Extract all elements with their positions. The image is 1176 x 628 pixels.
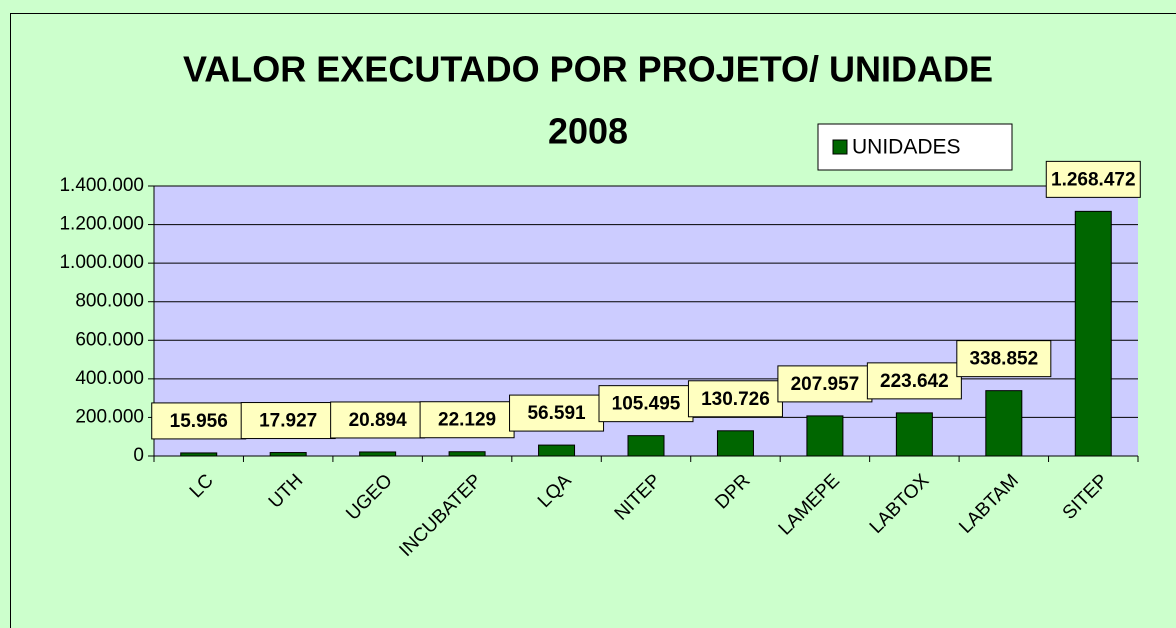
data-label: 207.957 [777,365,873,403]
bar [985,390,1023,457]
chart-title: 2008 [548,111,628,152]
data-label-box [777,365,873,403]
bar [180,452,218,457]
data-label: 130.726 [687,380,783,418]
y-tick-label: 200.000 [75,406,144,427]
data-label-text: 20.894 [349,410,408,431]
y-tick-label: 800.000 [75,291,144,312]
data-label-text: 22.129 [438,410,496,431]
bar [538,444,576,457]
legend-label: UNIDADES [852,136,961,159]
data-label: 17.927 [240,402,336,440]
chart-title: VALOR EXECUTADO POR PROJETO/ UNIDADE [183,49,993,90]
bar [359,451,397,457]
data-label-text: 130.726 [701,389,770,410]
bar [269,452,307,457]
data-label-text: 223.642 [880,371,949,392]
bar [1074,210,1112,457]
data-label-text: 17.927 [259,411,317,432]
data-label: 338.852 [956,340,1052,378]
data-label-box [866,362,962,400]
data-label: 22.129 [419,401,515,439]
y-tick-label: 1.400.000 [59,175,144,196]
data-label-box [1045,160,1141,198]
data-label: 20.894 [330,401,426,439]
y-tick-label: 0 [133,445,144,466]
data-label-box [330,401,426,439]
data-label-box [598,385,694,423]
bar [448,451,486,457]
data-label-text: 338.852 [969,349,1038,370]
data-label: 1.268.472 [1045,160,1141,198]
data-label-text: 105.495 [612,394,681,415]
y-tick-label: 1.200.000 [59,214,144,235]
y-tick-label: 1.000.000 [59,252,144,273]
legend-swatch [832,139,848,155]
data-label: 15.956 [151,402,247,440]
data-label-text: 56.591 [527,403,586,424]
data-label-box [956,340,1052,378]
bar [895,412,933,457]
data-label-text: 15.956 [170,411,228,432]
y-tick-label: 400.000 [75,368,144,389]
data-label-text: 207.957 [791,374,860,395]
data-label: 105.495 [598,385,694,423]
data-label-box [240,402,336,440]
bar [806,415,844,457]
bar [627,435,665,457]
data-label: 56.591 [509,394,605,432]
legend-box [817,123,1013,171]
y-tick-label: 600.000 [75,329,144,350]
data-label: 223.642 [866,362,962,400]
data-label-text: 1.268.472 [1051,169,1136,190]
bar [716,430,754,457]
